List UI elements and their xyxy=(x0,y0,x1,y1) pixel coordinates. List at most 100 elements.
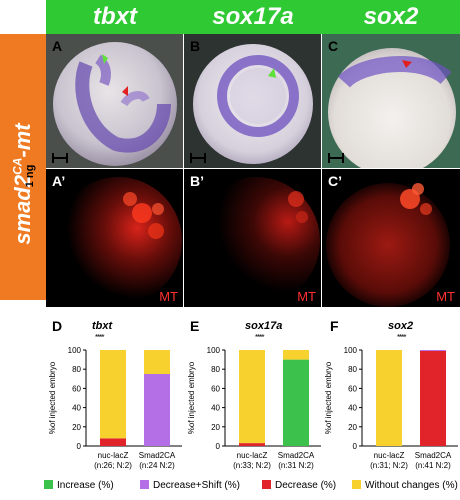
x-tick-note: (n:31 N:2) xyxy=(278,461,314,470)
y-tick-label: 20 xyxy=(72,423,81,432)
embryo-sox2-image xyxy=(328,48,456,168)
gene-label-sox17a: sox17a xyxy=(212,3,294,30)
bar-segment xyxy=(100,438,126,446)
embryo-sox17a-image xyxy=(193,44,313,164)
chart-e-significance: **** xyxy=(255,333,265,342)
legend-item-without-changes: Without changes (%) xyxy=(352,480,458,491)
y-tick-label: 20 xyxy=(211,423,220,432)
bar-segment xyxy=(420,350,446,351)
fluorescence-tbxt-image xyxy=(54,177,182,305)
panel-label: B’ xyxy=(190,173,204,189)
gene-label-sox2: sox2 xyxy=(363,3,419,30)
fluorescence-sox2-image xyxy=(326,183,450,307)
y-tick-label: 60 xyxy=(348,384,357,393)
legend-swatch xyxy=(44,480,53,489)
panel-c-image: C xyxy=(322,34,460,168)
bar-segment xyxy=(283,350,309,360)
y-tick-label: 20 xyxy=(348,423,357,432)
y-tick-label: 100 xyxy=(68,346,82,355)
green-arrowhead-icon xyxy=(268,68,276,78)
x-tick-label: nuc-lacZ xyxy=(374,451,405,460)
y-tick-label: 100 xyxy=(207,346,221,355)
x-tick-label: nuc-lacZ xyxy=(98,451,129,460)
chart-f-letter: F xyxy=(330,318,339,334)
legend-label: Decrease+Shift (%) xyxy=(153,480,240,491)
chart-d-significance: **** xyxy=(95,333,105,342)
bar-segment xyxy=(239,350,265,444)
construct-suffix: -mt xyxy=(10,123,35,158)
y-tick-label: 80 xyxy=(72,365,81,374)
panel-label: C xyxy=(328,38,339,54)
bar-segment xyxy=(420,350,446,446)
y-tick-label: 0 xyxy=(353,442,358,451)
x-tick-label: nuc-lacZ xyxy=(237,451,268,460)
y-tick-label: 80 xyxy=(211,365,220,374)
y-tick-label: 60 xyxy=(72,384,81,393)
chart-f: %of injected embryo020406080100nuc-lacZ(… xyxy=(324,346,458,470)
chart-e-letter: E xyxy=(190,318,200,334)
y-tick-label: 0 xyxy=(216,442,221,451)
y-tick-label: 80 xyxy=(348,365,357,374)
y-tick-label: 40 xyxy=(211,404,220,413)
mt-tag: MT xyxy=(297,289,316,304)
legend-item-increase: Increase (%) xyxy=(44,480,114,491)
scale-bar xyxy=(328,153,344,163)
mt-tag: MT xyxy=(159,289,178,304)
y-tick-label: 0 xyxy=(77,442,82,451)
panel-label: A xyxy=(52,38,63,54)
bar-segment xyxy=(144,374,170,446)
y-tick-label: 40 xyxy=(72,404,81,413)
legend-swatch xyxy=(140,480,149,489)
x-tick-label: Smad2CA xyxy=(415,451,452,460)
red-arrowhead-icon xyxy=(402,60,412,68)
y-tick-label: 100 xyxy=(344,346,358,355)
bar-segment xyxy=(100,350,126,439)
panel-b-image: B xyxy=(184,34,321,168)
legend-label: Increase (%) xyxy=(57,480,114,491)
x-tick-note: (n:26; N:2) xyxy=(94,461,132,470)
chart-d: %of injected embryo 0 20 40 60 80 100 nuc-lacZ(… xyxy=(48,346,182,470)
construct-superscript: CA xyxy=(10,157,25,175)
red-arrowhead-icon xyxy=(122,86,128,96)
y-axis-label: %of injected embryo xyxy=(48,361,57,434)
y-tick-label: 60 xyxy=(211,384,220,393)
chart-legend: Increase (%) Decrease+Shift (%) Decrease… xyxy=(40,478,460,494)
chart-d-letter: D xyxy=(52,318,63,334)
chart-f-significance: **** xyxy=(397,333,407,342)
y-axis-label: %of injected embryo xyxy=(324,361,333,434)
x-tick-note: (n:41 N:2) xyxy=(415,461,451,470)
chart-e-gene: sox17a xyxy=(245,320,283,332)
panel-label: A’ xyxy=(52,173,66,189)
chart-e: %of injected embryo020406080100nuc-lacZ(… xyxy=(187,346,321,470)
mt-tag: MT xyxy=(436,289,455,304)
panel-b-prime-image: B’ MT xyxy=(184,169,321,307)
panel-label: B xyxy=(190,38,201,54)
fluorescence-sox17a-image xyxy=(192,177,320,305)
green-arrowhead-icon xyxy=(102,54,108,64)
bar-segment xyxy=(376,350,402,446)
panel-a-image: A xyxy=(46,34,183,168)
bar-segment xyxy=(283,359,309,446)
legend-item-decrease: Decrease (%) xyxy=(262,480,336,491)
scale-bar xyxy=(52,153,68,163)
bar-segment xyxy=(239,443,265,446)
chart-d-gene: tbxt xyxy=(92,320,113,332)
dose-label: 1 ng xyxy=(24,164,36,188)
x-tick-note: (n:33; N:2) xyxy=(233,461,271,470)
panel-c-prime-image: C’ MT xyxy=(322,169,460,307)
gene-label-tbxt: tbxt xyxy=(93,3,137,30)
x-tick-label: Smad2CA xyxy=(139,451,176,460)
legend-item-decrease-shift: Decrease+Shift (%) xyxy=(140,480,240,491)
panel-label: C’ xyxy=(328,173,342,189)
x-tick-note: (n:31; N:2) xyxy=(370,461,408,470)
x-tick-label: Smad2CA xyxy=(278,451,315,460)
legend-label: Decrease (%) xyxy=(275,480,337,491)
scale-bar xyxy=(190,153,206,163)
embryo-tbxt-image xyxy=(53,42,177,166)
y-tick-label: 40 xyxy=(348,404,357,413)
gene-header-bar: tbxt sox17a sox2 xyxy=(46,0,460,34)
legend-swatch xyxy=(352,480,361,489)
chart-f-gene: sox2 xyxy=(388,320,414,332)
construct-side-bar: smad2CA-mt xyxy=(0,34,46,300)
legend-swatch xyxy=(262,480,271,489)
